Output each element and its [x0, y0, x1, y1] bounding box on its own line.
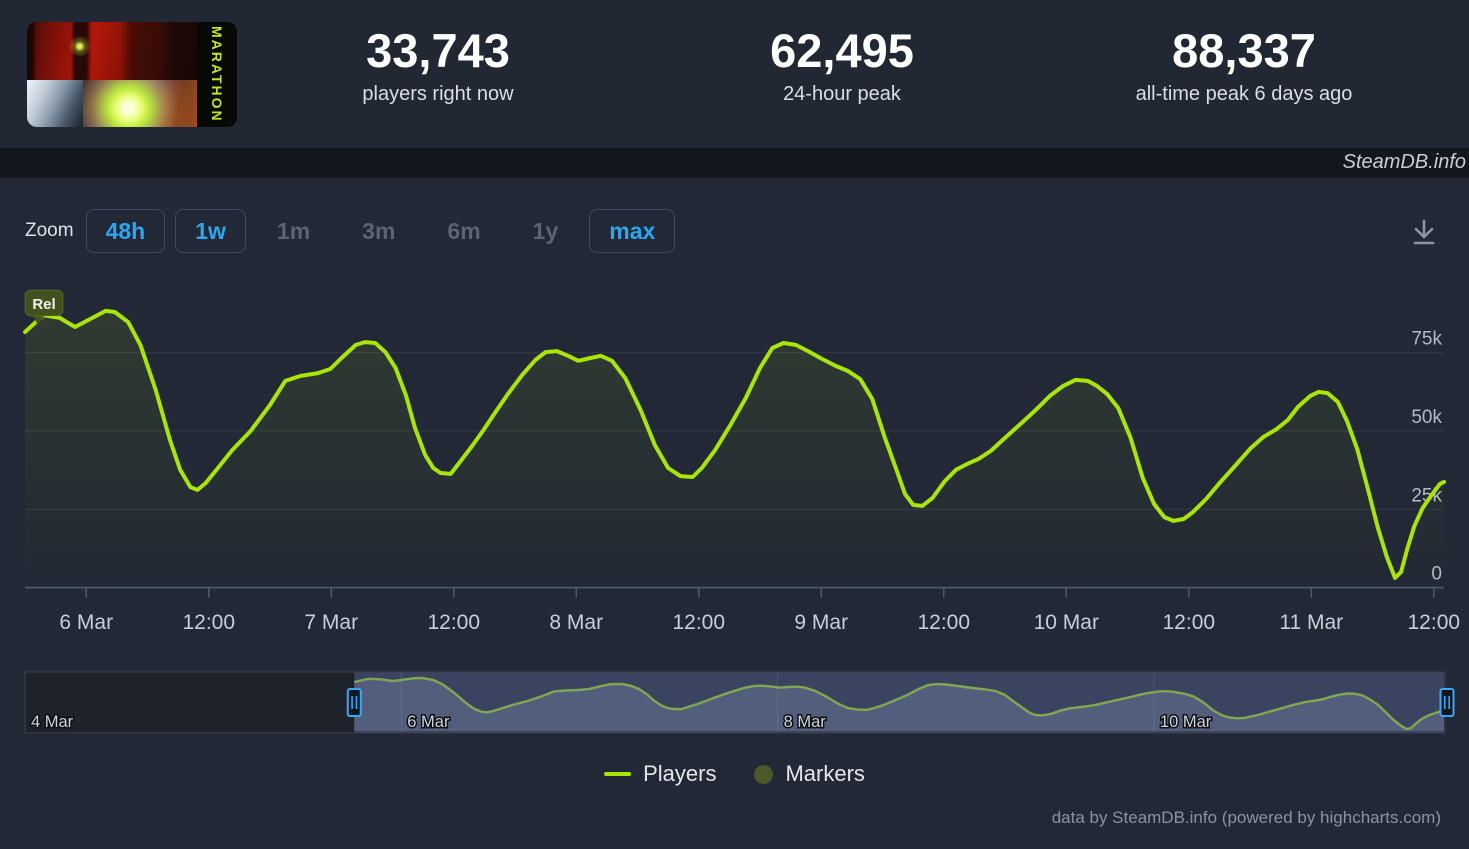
x-axis-label: 12:00	[427, 611, 480, 634]
x-axis-label: 12:00	[1163, 611, 1216, 634]
capsule-art-red-scene	[27, 22, 197, 80]
release-marker-label: Rel	[32, 296, 55, 313]
release-marker-badge[interactable]	[24, 289, 64, 317]
x-axis-label: 7 Mar	[304, 611, 358, 634]
download-icon[interactable]	[1405, 214, 1443, 252]
players-now-label: players right now	[362, 83, 514, 105]
game-logo-strip: MARATHON	[197, 22, 237, 127]
capsule-art-face	[27, 80, 83, 127]
navigator-track[interactable]	[24, 671, 1446, 734]
markers-circle-swatch	[754, 764, 774, 784]
players-now-value: 33,743	[366, 24, 510, 77]
x-axis-label: 9 Mar	[794, 611, 848, 634]
players-line[interactable]	[23, 308, 1446, 580]
peak-24h-label: 24-hour peak	[783, 83, 901, 105]
chart-legend: Players Markers	[0, 761, 1469, 787]
alltime-peak-label: all-time peak 6 days ago	[1135, 83, 1353, 105]
navigator-area	[354, 678, 1444, 731]
y-axis-label: 75k	[1411, 329, 1442, 350]
stat-24h-peak: 62,495 24-hour peak	[662, 26, 1022, 106]
stat-alltime-peak: 88,337 all-time peak 6 days ago	[1064, 26, 1424, 106]
watermark-text: SteamDB.info	[1342, 151, 1466, 173]
game-capsule-image[interactable]: MARATHON	[27, 22, 237, 127]
zoom-button-48h[interactable]: 48h	[85, 209, 166, 253]
header: MARATHON 33,743 players right now 62,495…	[0, 0, 1469, 148]
chart-card: Zoom 48h 1w 1m 3m 6m 1y max 025k50k75k6 …	[0, 178, 1469, 849]
x-axis-label: 12:00	[672, 611, 725, 634]
x-axis-label: 8 Mar	[549, 611, 603, 634]
stat-players-now: 33,743 players right now	[258, 26, 618, 106]
zoom-label: Zoom	[25, 220, 74, 241]
x-axis-label: 6 Mar	[59, 611, 113, 634]
zoom-button-6m: 6m	[426, 209, 501, 253]
x-axis-label: 11 Mar	[1279, 611, 1343, 634]
alltime-peak-value: 88,337	[1172, 24, 1316, 77]
legend-item-players[interactable]: Players	[604, 761, 716, 787]
navigator-right-handle[interactable]	[1439, 688, 1455, 717]
navigator-line	[354, 676, 1445, 731]
x-axis-label: 12:00	[1408, 611, 1461, 634]
players-line-swatch	[604, 772, 632, 776]
watermark-bar: SteamDB.info	[0, 148, 1469, 178]
zoom-toolbar: Zoom 48h 1w 1m 3m 6m 1y max	[25, 209, 685, 253]
navigator-date-label: 8 Mar	[784, 713, 827, 731]
chart-credits: data by SteamDB.info (powered by highcha…	[1051, 808, 1441, 827]
y-axis-label: 50k	[1411, 407, 1442, 428]
peak-24h-value: 62,495	[770, 24, 914, 77]
players-area-fill	[25, 310, 1444, 588]
x-axis-label: 12:00	[182, 611, 235, 634]
navigator-date-label: 10 Mar	[1160, 713, 1212, 731]
legend-players-label: Players	[643, 761, 717, 786]
zoom-button-3m: 3m	[341, 209, 416, 253]
capsule-artwork	[27, 22, 197, 127]
x-axis-label: 10 Mar	[1034, 611, 1099, 634]
zoom-button-max[interactable]: max	[589, 209, 676, 253]
x-axis-label: 12:00	[917, 611, 970, 634]
zoom-button-1y: 1y	[512, 209, 580, 253]
zoom-button-1m: 1m	[256, 209, 331, 253]
game-logo-text: MARATHON	[209, 26, 225, 123]
release-marker-tail	[32, 314, 47, 324]
zoom-button-1w[interactable]: 1w	[175, 209, 246, 253]
legend-item-markers[interactable]: Markers	[754, 761, 865, 787]
capsule-art-burst	[83, 80, 197, 127]
legend-markers-label: Markers	[785, 761, 865, 786]
navigator-selected-mask[interactable]	[354, 672, 1444, 733]
navigator-date-label: 4 Mar	[31, 713, 74, 731]
navigator-date-label: 6 Mar	[407, 713, 450, 731]
navigator-left-handle[interactable]	[346, 688, 362, 717]
